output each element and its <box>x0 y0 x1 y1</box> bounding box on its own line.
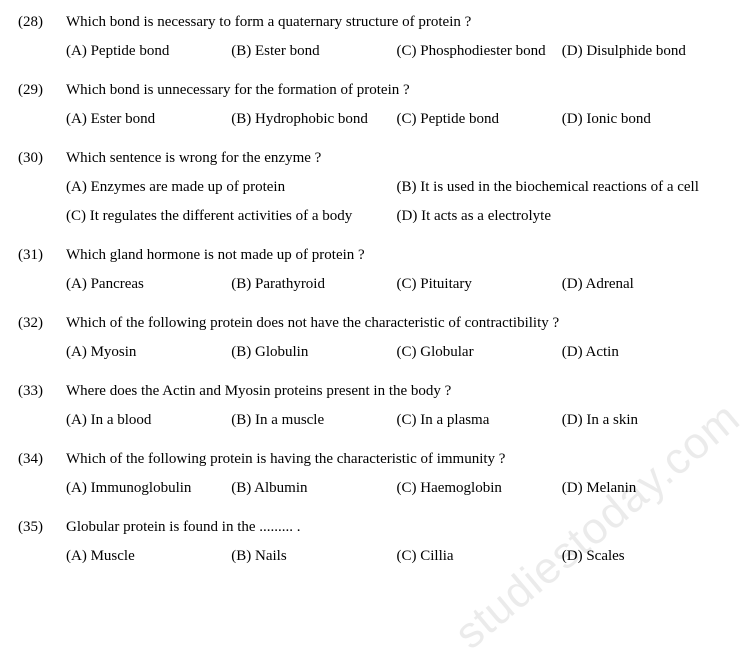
question-row: (30)Which sentence is wrong for the enzy… <box>18 148 727 169</box>
option: (B) Nails <box>231 546 396 567</box>
question-row: (31)Which gland hormone is not made up o… <box>18 245 727 266</box>
option: (B) It is used in the biochemical reacti… <box>397 177 728 198</box>
question-row: (34)Which of the following protein is ha… <box>18 449 727 470</box>
question-number: (32) <box>18 313 66 334</box>
question-row: (29)Which bond is unnecessary for the fo… <box>18 80 727 101</box>
options: (A) Muscle(B) Nails(C) Cillia(D) Scales <box>18 546 727 575</box>
question-text: Which gland hormone is not made up of pr… <box>66 245 727 266</box>
option: (B) Globulin <box>231 342 396 363</box>
option: (D) Disulphide bond <box>562 41 727 62</box>
question-row: (28)Which bond is necessary to form a qu… <box>18 12 727 33</box>
question: (31)Which gland hormone is not made up o… <box>18 245 727 303</box>
question-row: (35)Globular protein is found in the ...… <box>18 517 727 538</box>
option: (B) Hydrophobic bond <box>231 109 396 130</box>
option: (D) Actin <box>562 342 727 363</box>
question-number: (33) <box>18 381 66 402</box>
options: (A) Pancreas(B) Parathyroid(C) Pituitary… <box>18 274 727 303</box>
questions-container: (28)Which bond is necessary to form a qu… <box>18 12 727 575</box>
option: (D) Ionic bond <box>562 109 727 130</box>
option: (C) Pituitary <box>397 274 562 295</box>
question-text: Which bond is necessary to form a quater… <box>66 12 727 33</box>
question-number: (31) <box>18 245 66 266</box>
question-number: (28) <box>18 12 66 33</box>
option: (B) Parathyroid <box>231 274 396 295</box>
options: (A) Ester bond(B) Hydrophobic bond(C) Pe… <box>18 109 727 138</box>
option: (A) Peptide bond <box>66 41 231 62</box>
question-text: Which bond is unnecessary for the format… <box>66 80 727 101</box>
option: (A) Ester bond <box>66 109 231 130</box>
question: (28)Which bond is necessary to form a qu… <box>18 12 727 70</box>
question: (29)Which bond is unnecessary for the fo… <box>18 80 727 138</box>
option: (D) Melanin <box>562 478 727 499</box>
options: (A) In a blood(B) In a muscle(C) In a pl… <box>18 410 727 439</box>
option: (A) Pancreas <box>66 274 231 295</box>
option: (C) Haemoglobin <box>397 478 562 499</box>
options: (A) Enzymes are made up of protein(B) It… <box>18 177 727 235</box>
question: (33)Where does the Actin and Myosin prot… <box>18 381 727 439</box>
question-number: (34) <box>18 449 66 470</box>
question-row: (32)Which of the following protein does … <box>18 313 727 334</box>
option: (C) In a plasma <box>397 410 562 431</box>
options: (A) Immunoglobulin(B) Albumin(C) Haemogl… <box>18 478 727 507</box>
question-text: Which of the following protein does not … <box>66 313 727 334</box>
option: (C) Peptide bond <box>397 109 562 130</box>
question: (30)Which sentence is wrong for the enzy… <box>18 148 727 235</box>
option: (B) In a muscle <box>231 410 396 431</box>
question-text: Globular protein is found in the .......… <box>66 517 727 538</box>
option: (C) It regulates the different activitie… <box>66 206 397 227</box>
option: (A) Immunoglobulin <box>66 478 231 499</box>
question: (34)Which of the following protein is ha… <box>18 449 727 507</box>
option: (A) Muscle <box>66 546 231 567</box>
question-text: Which sentence is wrong for the enzyme ? <box>66 148 727 169</box>
option: (B) Albumin <box>231 478 396 499</box>
option: (C) Globular <box>397 342 562 363</box>
option: (C) Phosphodiester bond <box>397 41 562 62</box>
option: (D) It acts as a electrolyte <box>397 206 728 227</box>
option: (A) Myosin <box>66 342 231 363</box>
question-text: Where does the Actin and Myosin proteins… <box>66 381 727 402</box>
options: (A) Myosin(B) Globulin(C) Globular(D) Ac… <box>18 342 727 371</box>
question-text: Which of the following protein is having… <box>66 449 727 470</box>
question-number: (29) <box>18 80 66 101</box>
question-number: (35) <box>18 517 66 538</box>
option: (D) Adrenal <box>562 274 727 295</box>
option: (C) Cillia <box>397 546 562 567</box>
option: (A) In a blood <box>66 410 231 431</box>
option: (A) Enzymes are made up of protein <box>66 177 397 198</box>
question-number: (30) <box>18 148 66 169</box>
option: (D) In a skin <box>562 410 727 431</box>
option: (D) Scales <box>562 546 727 567</box>
question: (32)Which of the following protein does … <box>18 313 727 371</box>
question-row: (33)Where does the Actin and Myosin prot… <box>18 381 727 402</box>
options: (A) Peptide bond(B) Ester bond(C) Phosph… <box>18 41 727 70</box>
option: (B) Ester bond <box>231 41 396 62</box>
question: (35)Globular protein is found in the ...… <box>18 517 727 575</box>
